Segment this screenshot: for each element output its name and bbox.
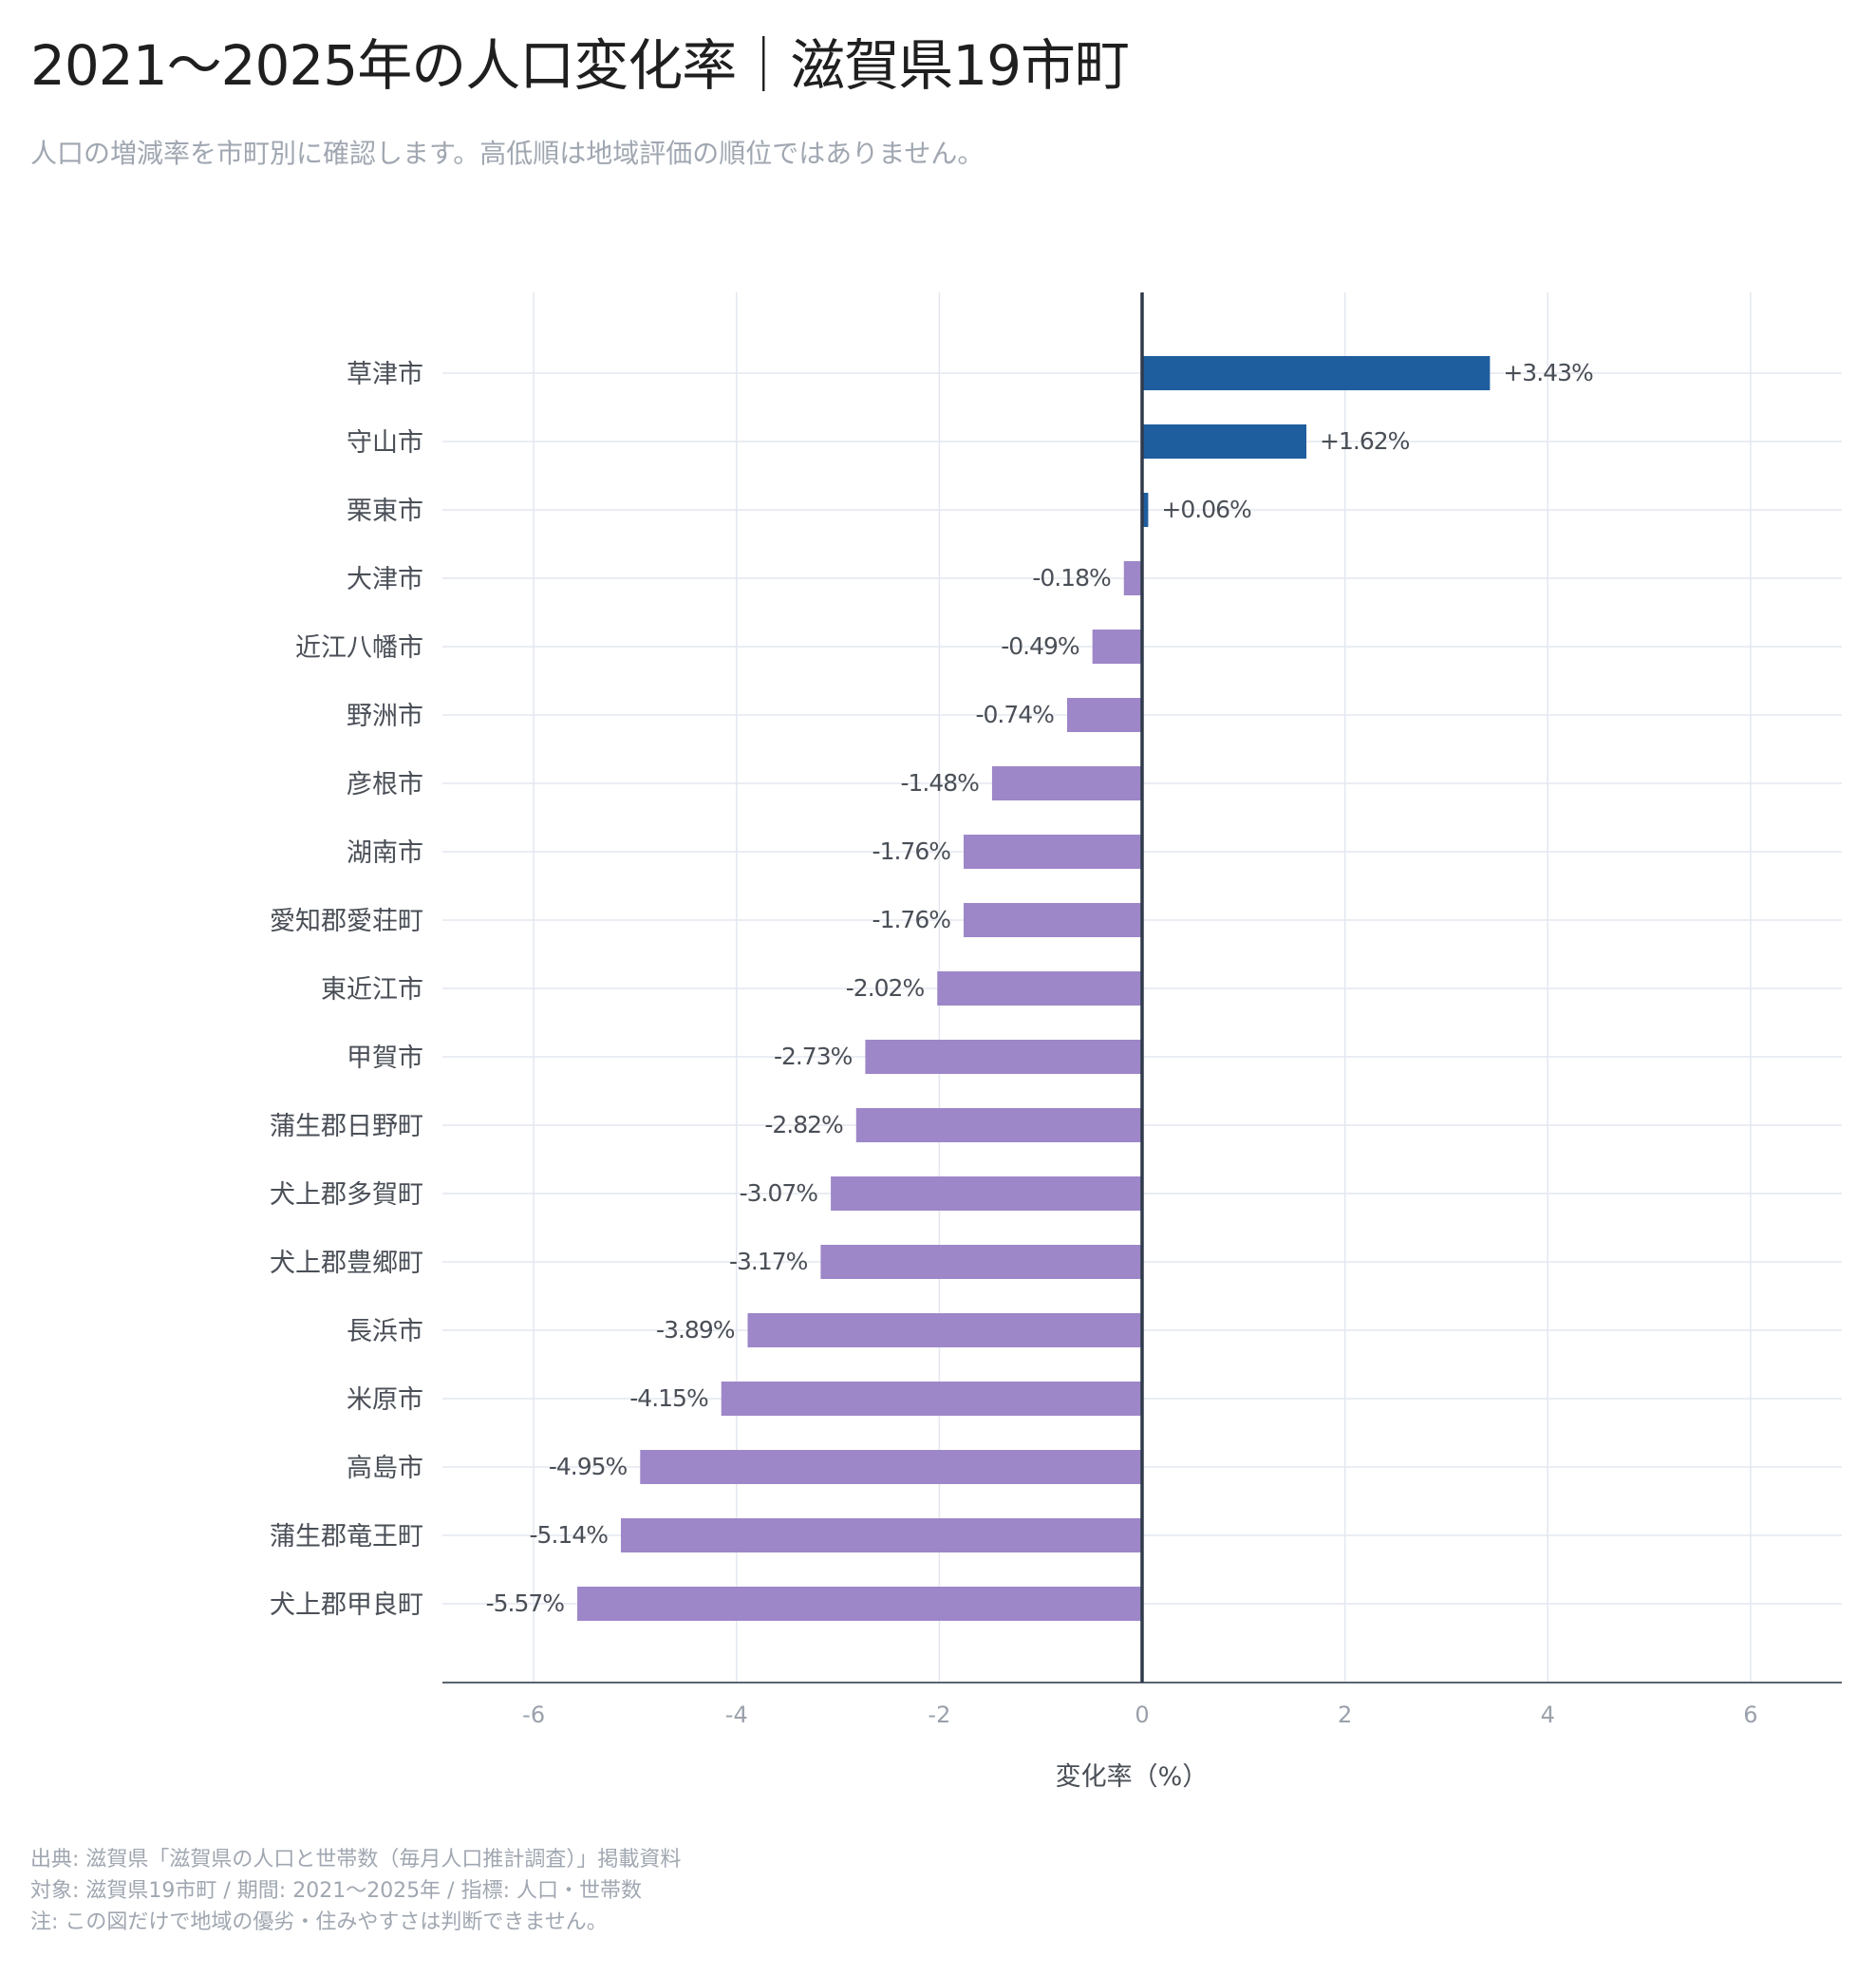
bar [1142, 424, 1307, 459]
chart-title: 2021〜2025年の人口変化率｜滋賀県19市町 [30, 33, 1130, 98]
category-label: 犬上郡豊郷町 [270, 1249, 423, 1278]
value-label: -3.07% [740, 1179, 818, 1207]
bar [721, 1382, 1142, 1416]
bars [577, 356, 1491, 1621]
bar [855, 1108, 1142, 1142]
value-label: -1.48% [900, 769, 979, 797]
x-tick-label: -6 [522, 1702, 545, 1728]
value-label: -0.49% [1001, 632, 1079, 660]
value-label: -4.15% [629, 1384, 708, 1412]
category-label: 犬上郡多賀町 [270, 1180, 423, 1210]
value-label: -5.14% [530, 1521, 609, 1549]
category-label: 彦根市 [347, 770, 423, 799]
value-label: -5.57% [486, 1589, 565, 1617]
value-label: -0.74% [976, 701, 1055, 728]
labels: -6 -4 -2 0 2 4 6 草津市 +3.43% 守山市 +1.62% 栗東市 +0.06% 大津市… [270, 359, 1758, 1728]
footer-note: 注: この図だけで地域の優劣・住みやすさは判断できません。 [30, 1910, 608, 1934]
x-tick-label: 6 [1743, 1702, 1757, 1728]
bar [577, 1587, 1142, 1621]
value-label: -2.82% [764, 1111, 843, 1138]
value-label: -2.73% [774, 1043, 853, 1070]
value-label: -2.02% [846, 974, 925, 1002]
bar-chart: -6 -4 -2 0 2 4 6 草津市 +3.43% 守山市 +1.62% 栗東市 +0.06% 大津市… [270, 292, 1842, 1792]
value-label: -4.95% [549, 1453, 628, 1480]
category-label: 守山市 [347, 428, 423, 458]
x-tick-label: -2 [928, 1702, 950, 1728]
category-label: 甲賀市 [347, 1044, 423, 1073]
value-label: +0.06% [1161, 496, 1251, 523]
footer-source: 出典: 滋賀県「滋賀県の人口と世帯数（毎月人口推計調査）」掲載資料 [30, 1848, 682, 1872]
category-label: 蒲生郡竜王町 [270, 1522, 423, 1552]
x-tick-label: 0 [1135, 1702, 1149, 1728]
category-label: 長浜市 [347, 1317, 423, 1346]
bar [1142, 493, 1149, 527]
value-label: -1.76% [872, 906, 951, 933]
category-label: 湖南市 [347, 838, 423, 868]
bar [747, 1313, 1142, 1347]
bar [1142, 356, 1491, 390]
bar [831, 1176, 1142, 1211]
bar [964, 835, 1142, 869]
category-label: 米原市 [347, 1385, 423, 1415]
category-label: 野洲市 [347, 702, 423, 731]
bar [865, 1040, 1142, 1074]
value-label: +3.43% [1503, 359, 1593, 386]
bar [991, 766, 1142, 800]
bar [1066, 698, 1142, 732]
value-label: +1.62% [1320, 427, 1410, 455]
x-tick-label: -4 [725, 1702, 748, 1728]
bar [937, 971, 1142, 1006]
category-label: 大津市 [347, 565, 423, 594]
x-tick-label: 4 [1541, 1702, 1555, 1728]
x-axis-title: 変化率（%） [1056, 1762, 1209, 1792]
bar [1123, 561, 1142, 595]
footer: 出典: 滋賀県「滋賀県の人口と世帯数（毎月人口推計調査）」掲載資料 対象: 滋賀… [30, 1844, 681, 1938]
value-label: -3.89% [656, 1316, 735, 1344]
value-label: -0.18% [1032, 564, 1111, 592]
category-label: 犬上郡甲良町 [270, 1590, 423, 1620]
bar [964, 903, 1142, 937]
footer-scope: 対象: 滋賀県19市町 / 期間: 2021〜2025年 / 指標: 人口・世帯… [30, 1879, 642, 1903]
category-label: 蒲生郡日野町 [270, 1112, 423, 1141]
value-label: -3.17% [729, 1248, 808, 1275]
bar [640, 1450, 1142, 1484]
x-tick-label: 2 [1338, 1702, 1352, 1728]
category-label: 愛知郡愛荘町 [270, 907, 423, 936]
category-label: 近江八幡市 [295, 633, 423, 663]
category-label: 栗東市 [347, 497, 423, 526]
value-label: -1.76% [872, 837, 951, 865]
bar [820, 1245, 1142, 1279]
chart-subtitle: 人口の増減率を市町別に確認します。高低順は地域評価の順位ではありません。 [30, 138, 985, 169]
category-label: 高島市 [347, 1454, 423, 1483]
category-label: 草津市 [347, 360, 423, 389]
category-label: 東近江市 [321, 975, 423, 1005]
bar [1092, 630, 1142, 664]
bar [620, 1518, 1142, 1552]
